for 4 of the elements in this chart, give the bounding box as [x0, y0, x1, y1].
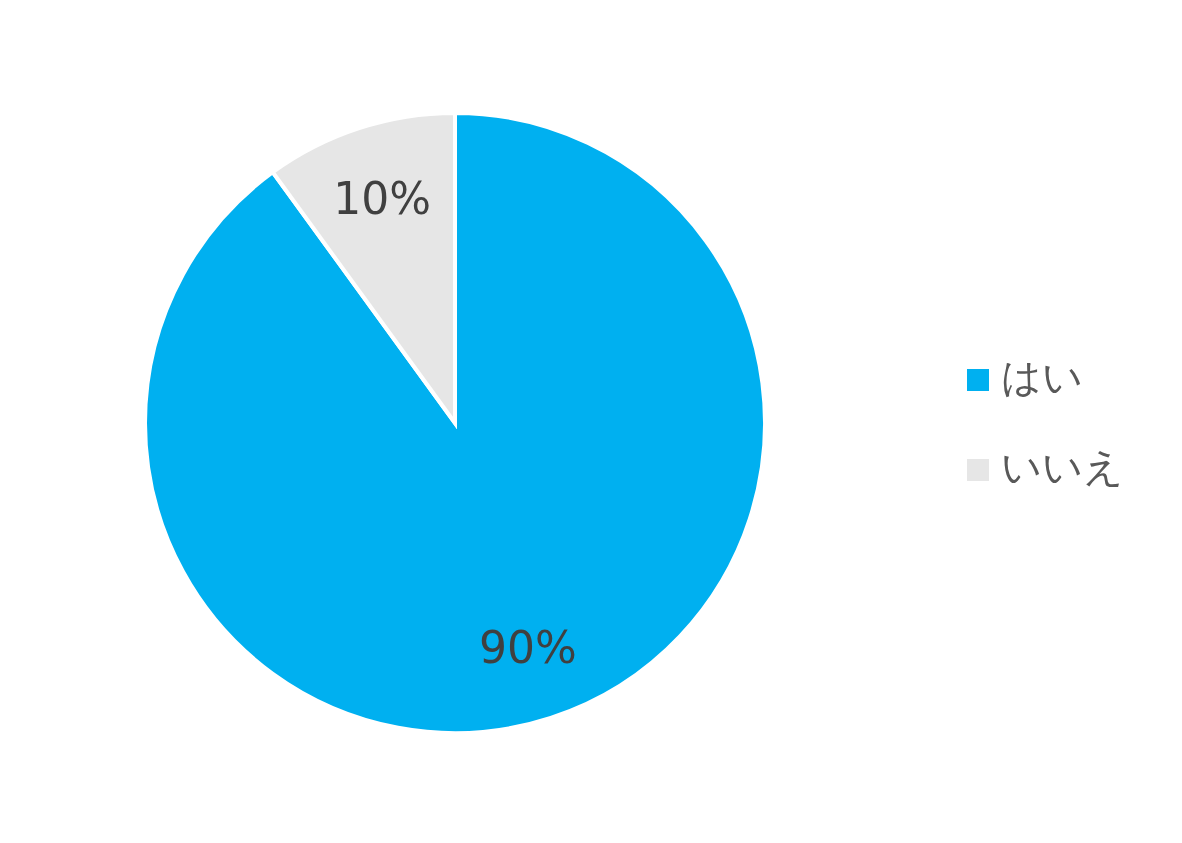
data-label: 90%: [478, 621, 577, 673]
legend-label: はい: [1001, 353, 1083, 400]
legend-label: いいえ: [1001, 443, 1124, 490]
data-label: 10%: [333, 173, 432, 225]
